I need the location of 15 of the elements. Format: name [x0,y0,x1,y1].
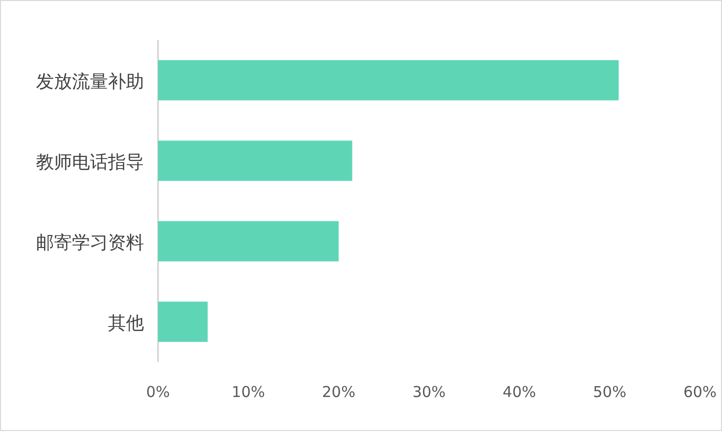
x-tick-label: 60% [683,383,717,401]
x-tick-label: 20% [322,383,356,401]
x-tick-label: 50% [592,383,626,401]
x-tick-label: 40% [502,383,536,401]
bar [158,60,619,100]
x-tick-label: 0% [146,383,170,401]
y-tick-label: 教师电话指导 [36,152,144,173]
y-tick-label: 邮寄学习资料 [36,232,144,254]
x-tick-label: 10% [232,383,266,401]
y-tick-label: 发放流量补助 [36,71,144,92]
bar [158,302,208,342]
bar [158,140,352,181]
x-tick-label: 30% [412,383,446,401]
bar [158,221,339,262]
y-tick-label: 其他 [108,312,144,334]
